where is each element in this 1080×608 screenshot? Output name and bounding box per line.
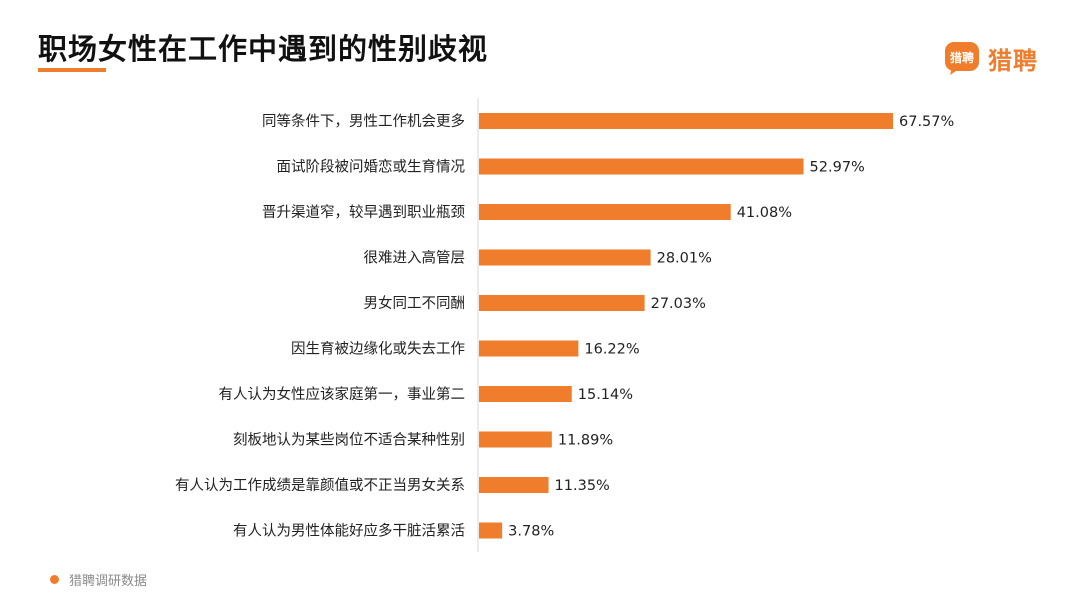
category-label: 因生育被边缘化或失去工作 bbox=[291, 341, 465, 358]
category-label: 刻板地认为某些岗位不适合某种性别 bbox=[233, 431, 465, 449]
category-label: 有人认为女性应该家庭第一，事业第二 bbox=[219, 385, 466, 403]
bar bbox=[479, 295, 645, 311]
bar bbox=[479, 340, 579, 357]
title-underline bbox=[38, 68, 106, 72]
data-label: 67.57% bbox=[899, 114, 954, 130]
source-text: 猎聘调研数据 bbox=[69, 574, 148, 589]
bar bbox=[479, 477, 549, 493]
data-label: 27.03% bbox=[651, 296, 706, 312]
data-label: 41.08% bbox=[737, 205, 792, 221]
category-label: 很难进入高管层 bbox=[364, 250, 466, 267]
bar bbox=[479, 158, 804, 175]
data-label: 15.14% bbox=[578, 387, 633, 403]
data-source: 猎聘调研数据 bbox=[50, 570, 147, 589]
bar bbox=[479, 249, 651, 266]
logo-mark-text: 猎聘 bbox=[950, 50, 974, 65]
data-label: 11.35% bbox=[555, 478, 610, 494]
page-title: 职场女性在工作中遇到的性别歧视 bbox=[38, 32, 489, 66]
bar bbox=[479, 522, 503, 539]
logo-text: 猎聘 bbox=[988, 46, 1038, 75]
category-label: 晋升渠道窄，较早遇到职业瓶颈 bbox=[262, 203, 465, 221]
category-label: 同等条件下，男性工作机会更多 bbox=[262, 112, 465, 130]
category-label: 面试阶段被问婚恋或生育情况 bbox=[277, 158, 466, 176]
speech-bubble-logo-icon: 猎聘 bbox=[944, 40, 980, 76]
bullet-dot-icon bbox=[50, 575, 59, 584]
data-label: 16.22% bbox=[584, 342, 639, 358]
bar bbox=[479, 204, 731, 220]
bar bbox=[479, 386, 572, 402]
data-label: 52.97% bbox=[810, 160, 865, 176]
data-label: 11.89% bbox=[558, 433, 613, 449]
category-label: 男女同工不同酬 bbox=[364, 294, 466, 312]
bar bbox=[479, 113, 893, 129]
data-label: 28.01% bbox=[657, 251, 712, 267]
category-label: 有人认为工作成绩是靠颜值或不正当男女关系 bbox=[175, 476, 465, 494]
category-label: 有人认为男性体能好应多干脏活累活 bbox=[233, 522, 465, 540]
bar bbox=[479, 431, 552, 448]
data-label: 3.78% bbox=[508, 524, 554, 540]
brand-logo: 猎聘 猎聘 bbox=[944, 40, 1038, 76]
